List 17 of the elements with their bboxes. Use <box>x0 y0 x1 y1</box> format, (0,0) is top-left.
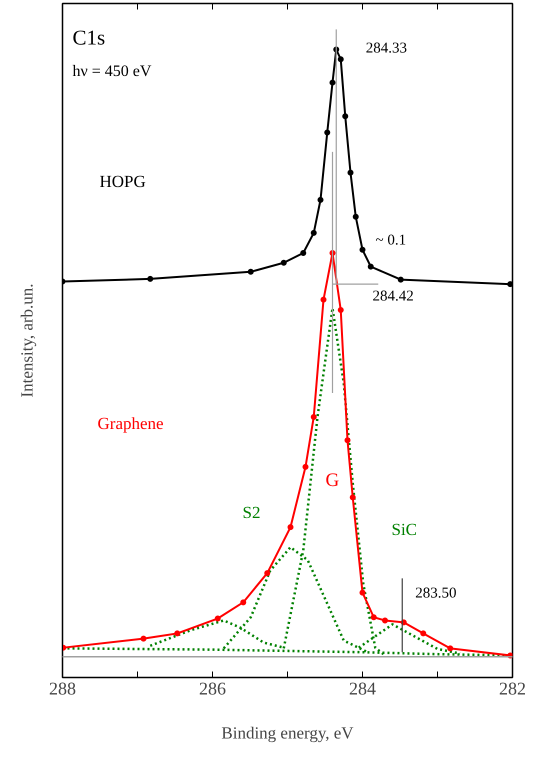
x-tick-label: 282 <box>499 678 526 698</box>
annotation: ~ 0.1 <box>376 232 406 248</box>
annotation: G <box>326 470 340 491</box>
y-axis-title: Intensity, arb.un. <box>18 283 36 398</box>
annotation: S2 <box>242 503 260 522</box>
annotation: 283.50 <box>415 585 456 602</box>
x-tick-label: 288 <box>49 678 76 698</box>
text: Graphene <box>98 414 164 433</box>
x-tick-label: 284 <box>349 678 376 698</box>
annotation: 284.42 <box>372 288 414 304</box>
annotation: SiC <box>392 520 418 539</box>
annotation: 284.33 <box>366 40 407 57</box>
annotation: hν = 450 eV <box>72 63 152 80</box>
x-tick-label: 286 <box>199 678 226 698</box>
annotation: C1s <box>72 26 106 50</box>
x-axis-title: Binding energy, eV <box>221 724 354 742</box>
text: HOPG <box>100 172 146 191</box>
